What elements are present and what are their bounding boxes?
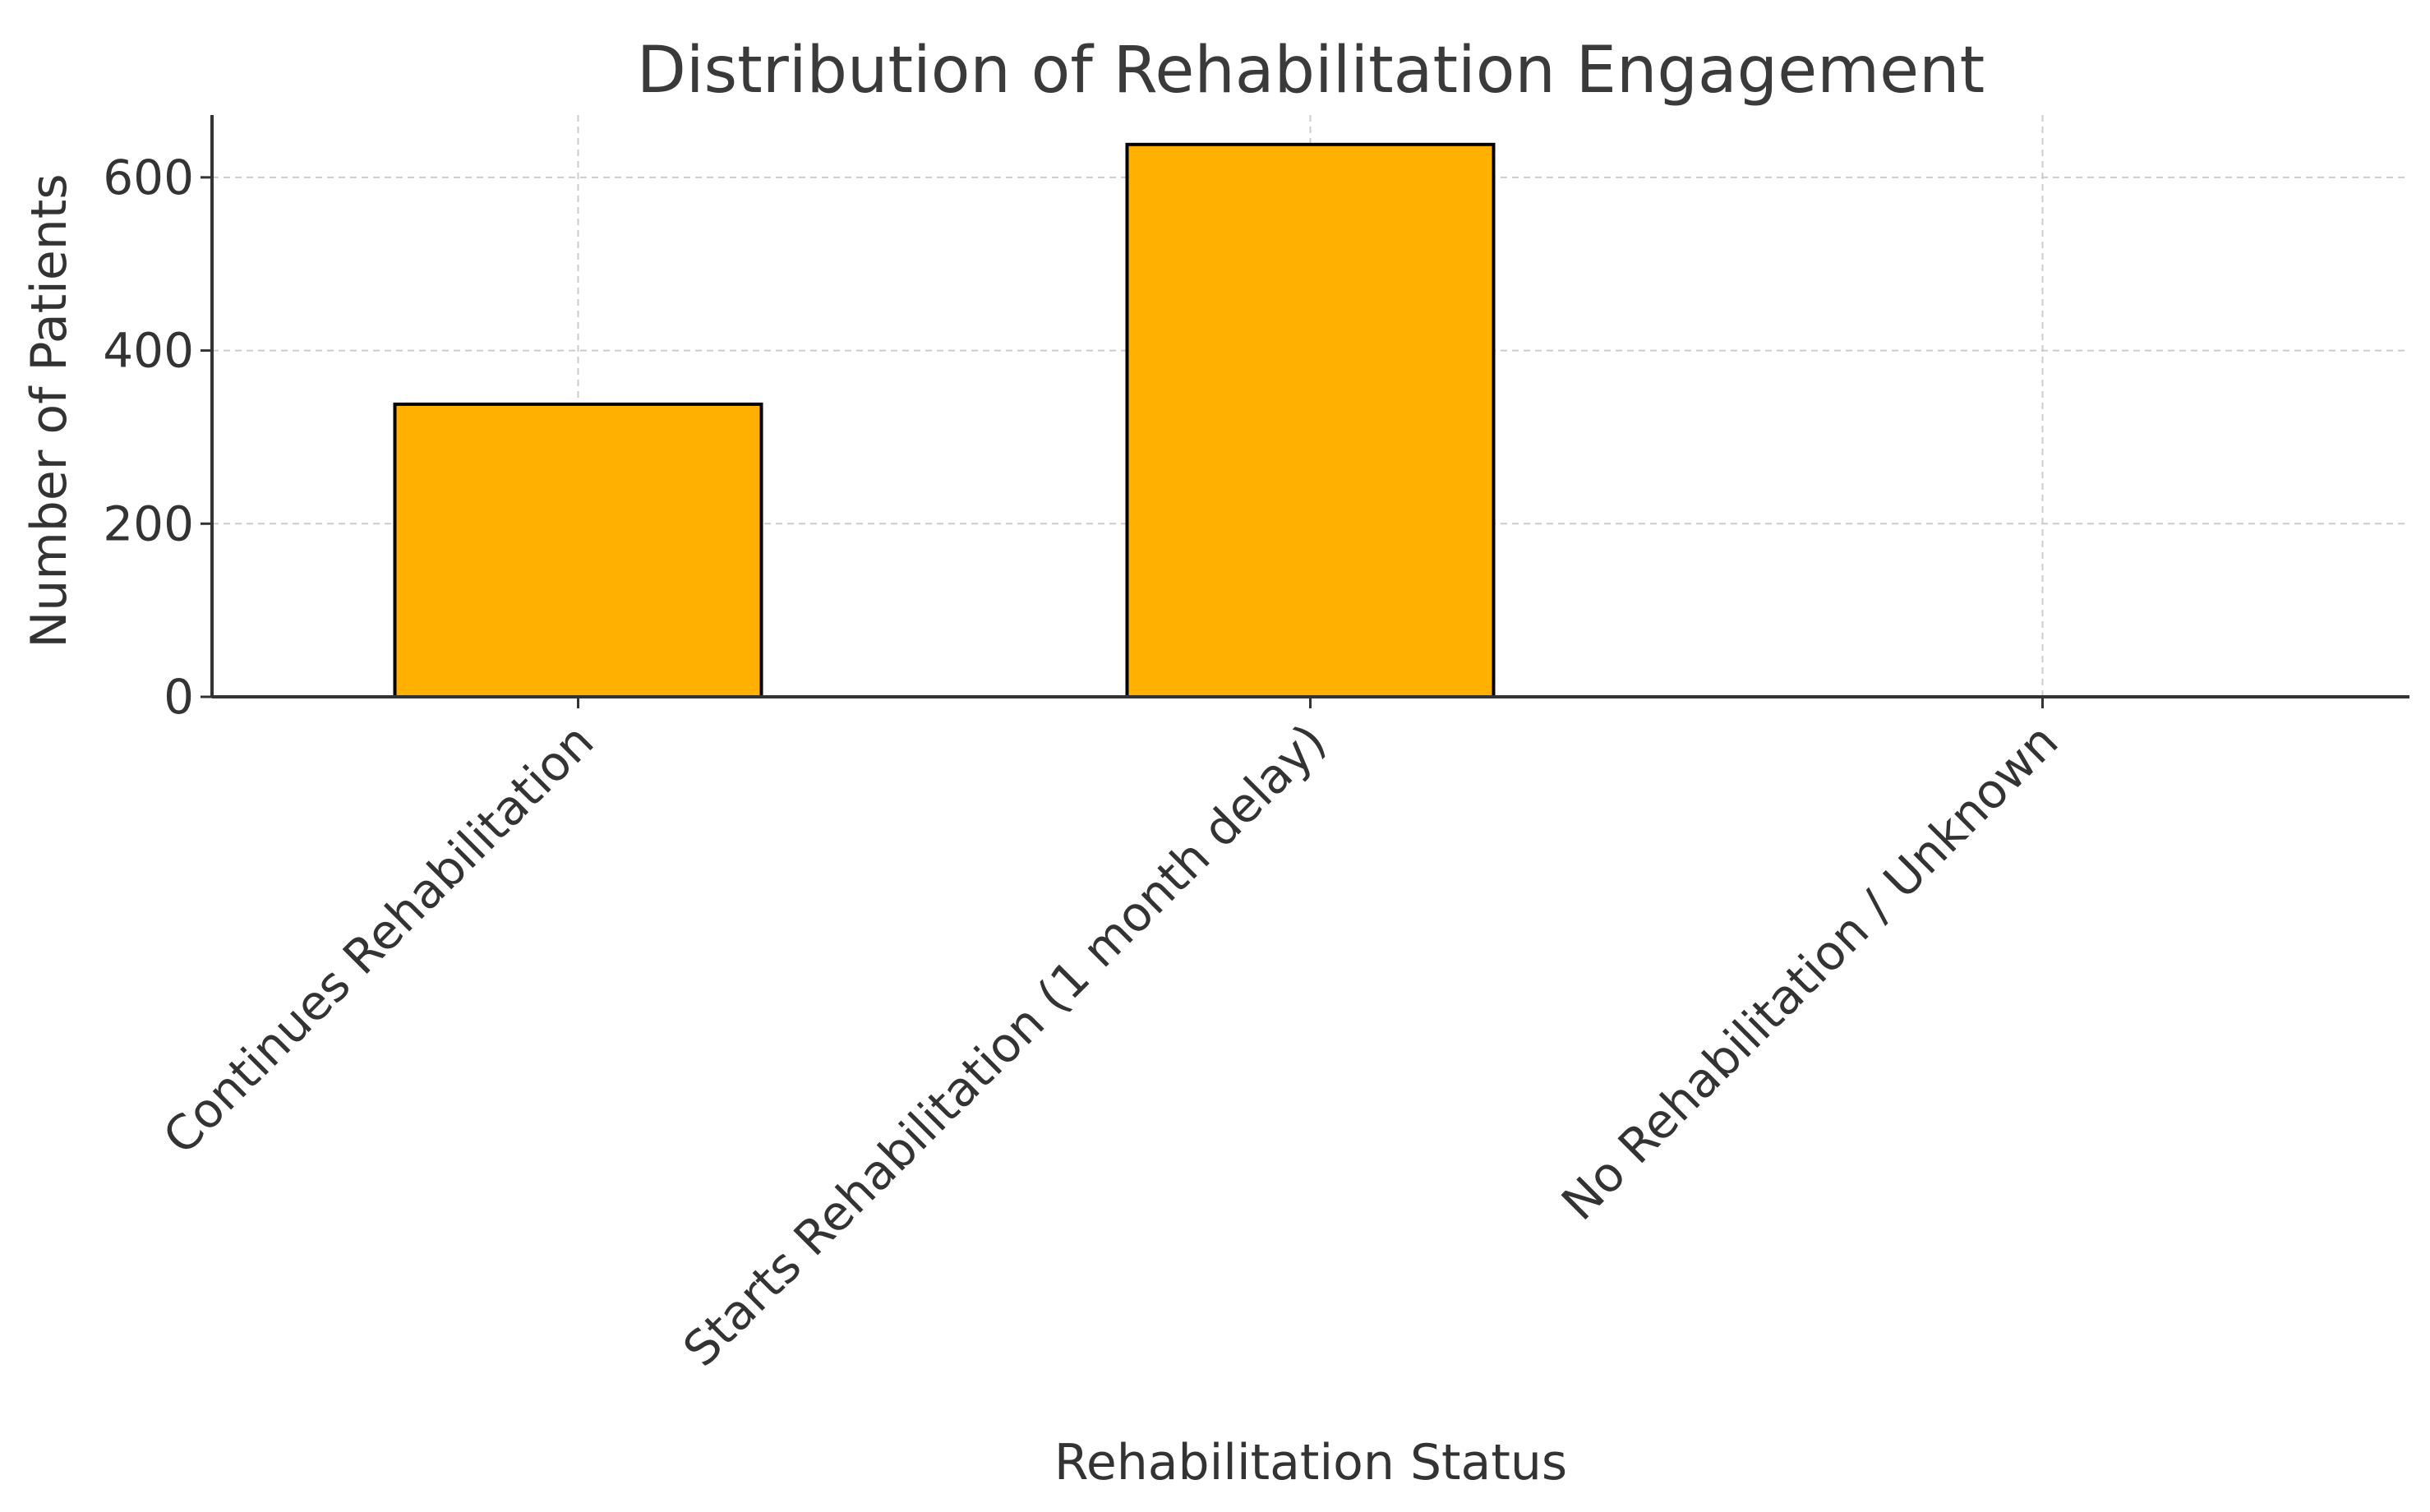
y-tick-label: 200: [103, 496, 194, 551]
y-tick-label: 600: [103, 150, 194, 205]
y-tick-label: 400: [103, 323, 194, 379]
bars: [393, 142, 1496, 699]
y-tick-labels: 0 200 400 600: [103, 150, 212, 725]
y-tick-label: 0: [164, 669, 194, 725]
x-axis-label: Rehabilitation Status: [1054, 1434, 1567, 1491]
chart-title: Distribution of Rehabilitation Engagemen…: [637, 34, 1985, 108]
bar-1: [393, 402, 763, 698]
y-axis-label: Number of Patients: [21, 173, 78, 648]
bar-2: [1125, 142, 1496, 699]
